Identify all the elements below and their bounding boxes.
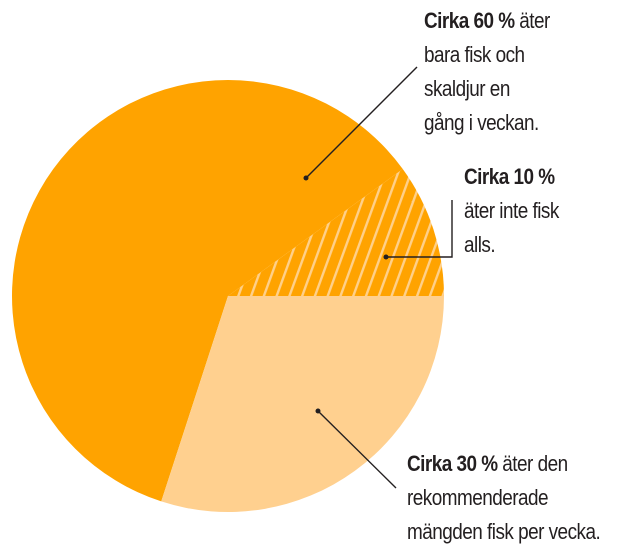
label-60-line-2: skaldjur en: [424, 76, 510, 101]
leader-line-10: [386, 200, 453, 258]
label-60-percent: Cirka 60 % äter bara fisk och skaldjur e…: [424, 4, 550, 140]
label-30-line-2: mängden fisk per vecka.: [407, 519, 601, 544]
leader-lines: [303, 66, 453, 489]
label-60-line-0: äter: [514, 8, 550, 33]
label-10-line-0: äter inte fisk: [464, 198, 559, 223]
pie-slice-no-fish: [228, 169, 444, 296]
label-30-bold: Cirka 30 %: [407, 451, 498, 476]
leader-dot-10: [383, 254, 389, 260]
label-30-line-0: äter den: [497, 451, 568, 476]
label-60-line-3: gång i veckan.: [424, 110, 539, 135]
label-10-percent: Cirka 10 % äter inte fisk alls.: [464, 160, 559, 262]
pie-slices: [12, 80, 445, 512]
label-60-bold: Cirka 60 %: [424, 8, 515, 33]
leader-line-60: [305, 66, 418, 179]
pie-slice-recommended: [161, 296, 445, 512]
leader-dot-30: [315, 408, 321, 414]
leader-dot-60: [303, 175, 309, 181]
label-10-line-1: alls.: [464, 232, 496, 257]
label-10-bold: Cirka 10 %: [464, 164, 555, 189]
leader-line-30: [317, 410, 397, 489]
label-30-percent: Cirka 30 % äter den rekommenderade mängd…: [407, 447, 601, 549]
label-30-line-1: rekommenderade: [407, 485, 549, 510]
pie-slice-once-a-week: [12, 80, 403, 502]
label-60-line-1: bara fisk och: [424, 42, 525, 67]
